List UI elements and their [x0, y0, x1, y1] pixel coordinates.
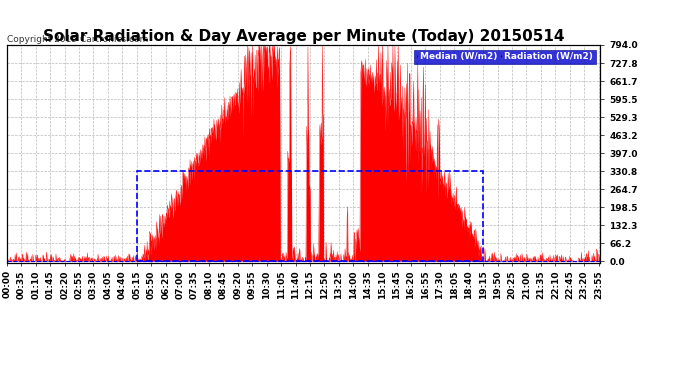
- Legend: Median (W/m2), Radiation (W/m2): Median (W/m2), Radiation (W/m2): [414, 50, 595, 64]
- Text: Copyright 2015 Cartronics.com: Copyright 2015 Cartronics.com: [7, 35, 148, 44]
- Bar: [137, 171, 483, 261]
- Title: Solar Radiation & Day Average per Minute (Today) 20150514: Solar Radiation & Day Average per Minute…: [43, 29, 564, 44]
